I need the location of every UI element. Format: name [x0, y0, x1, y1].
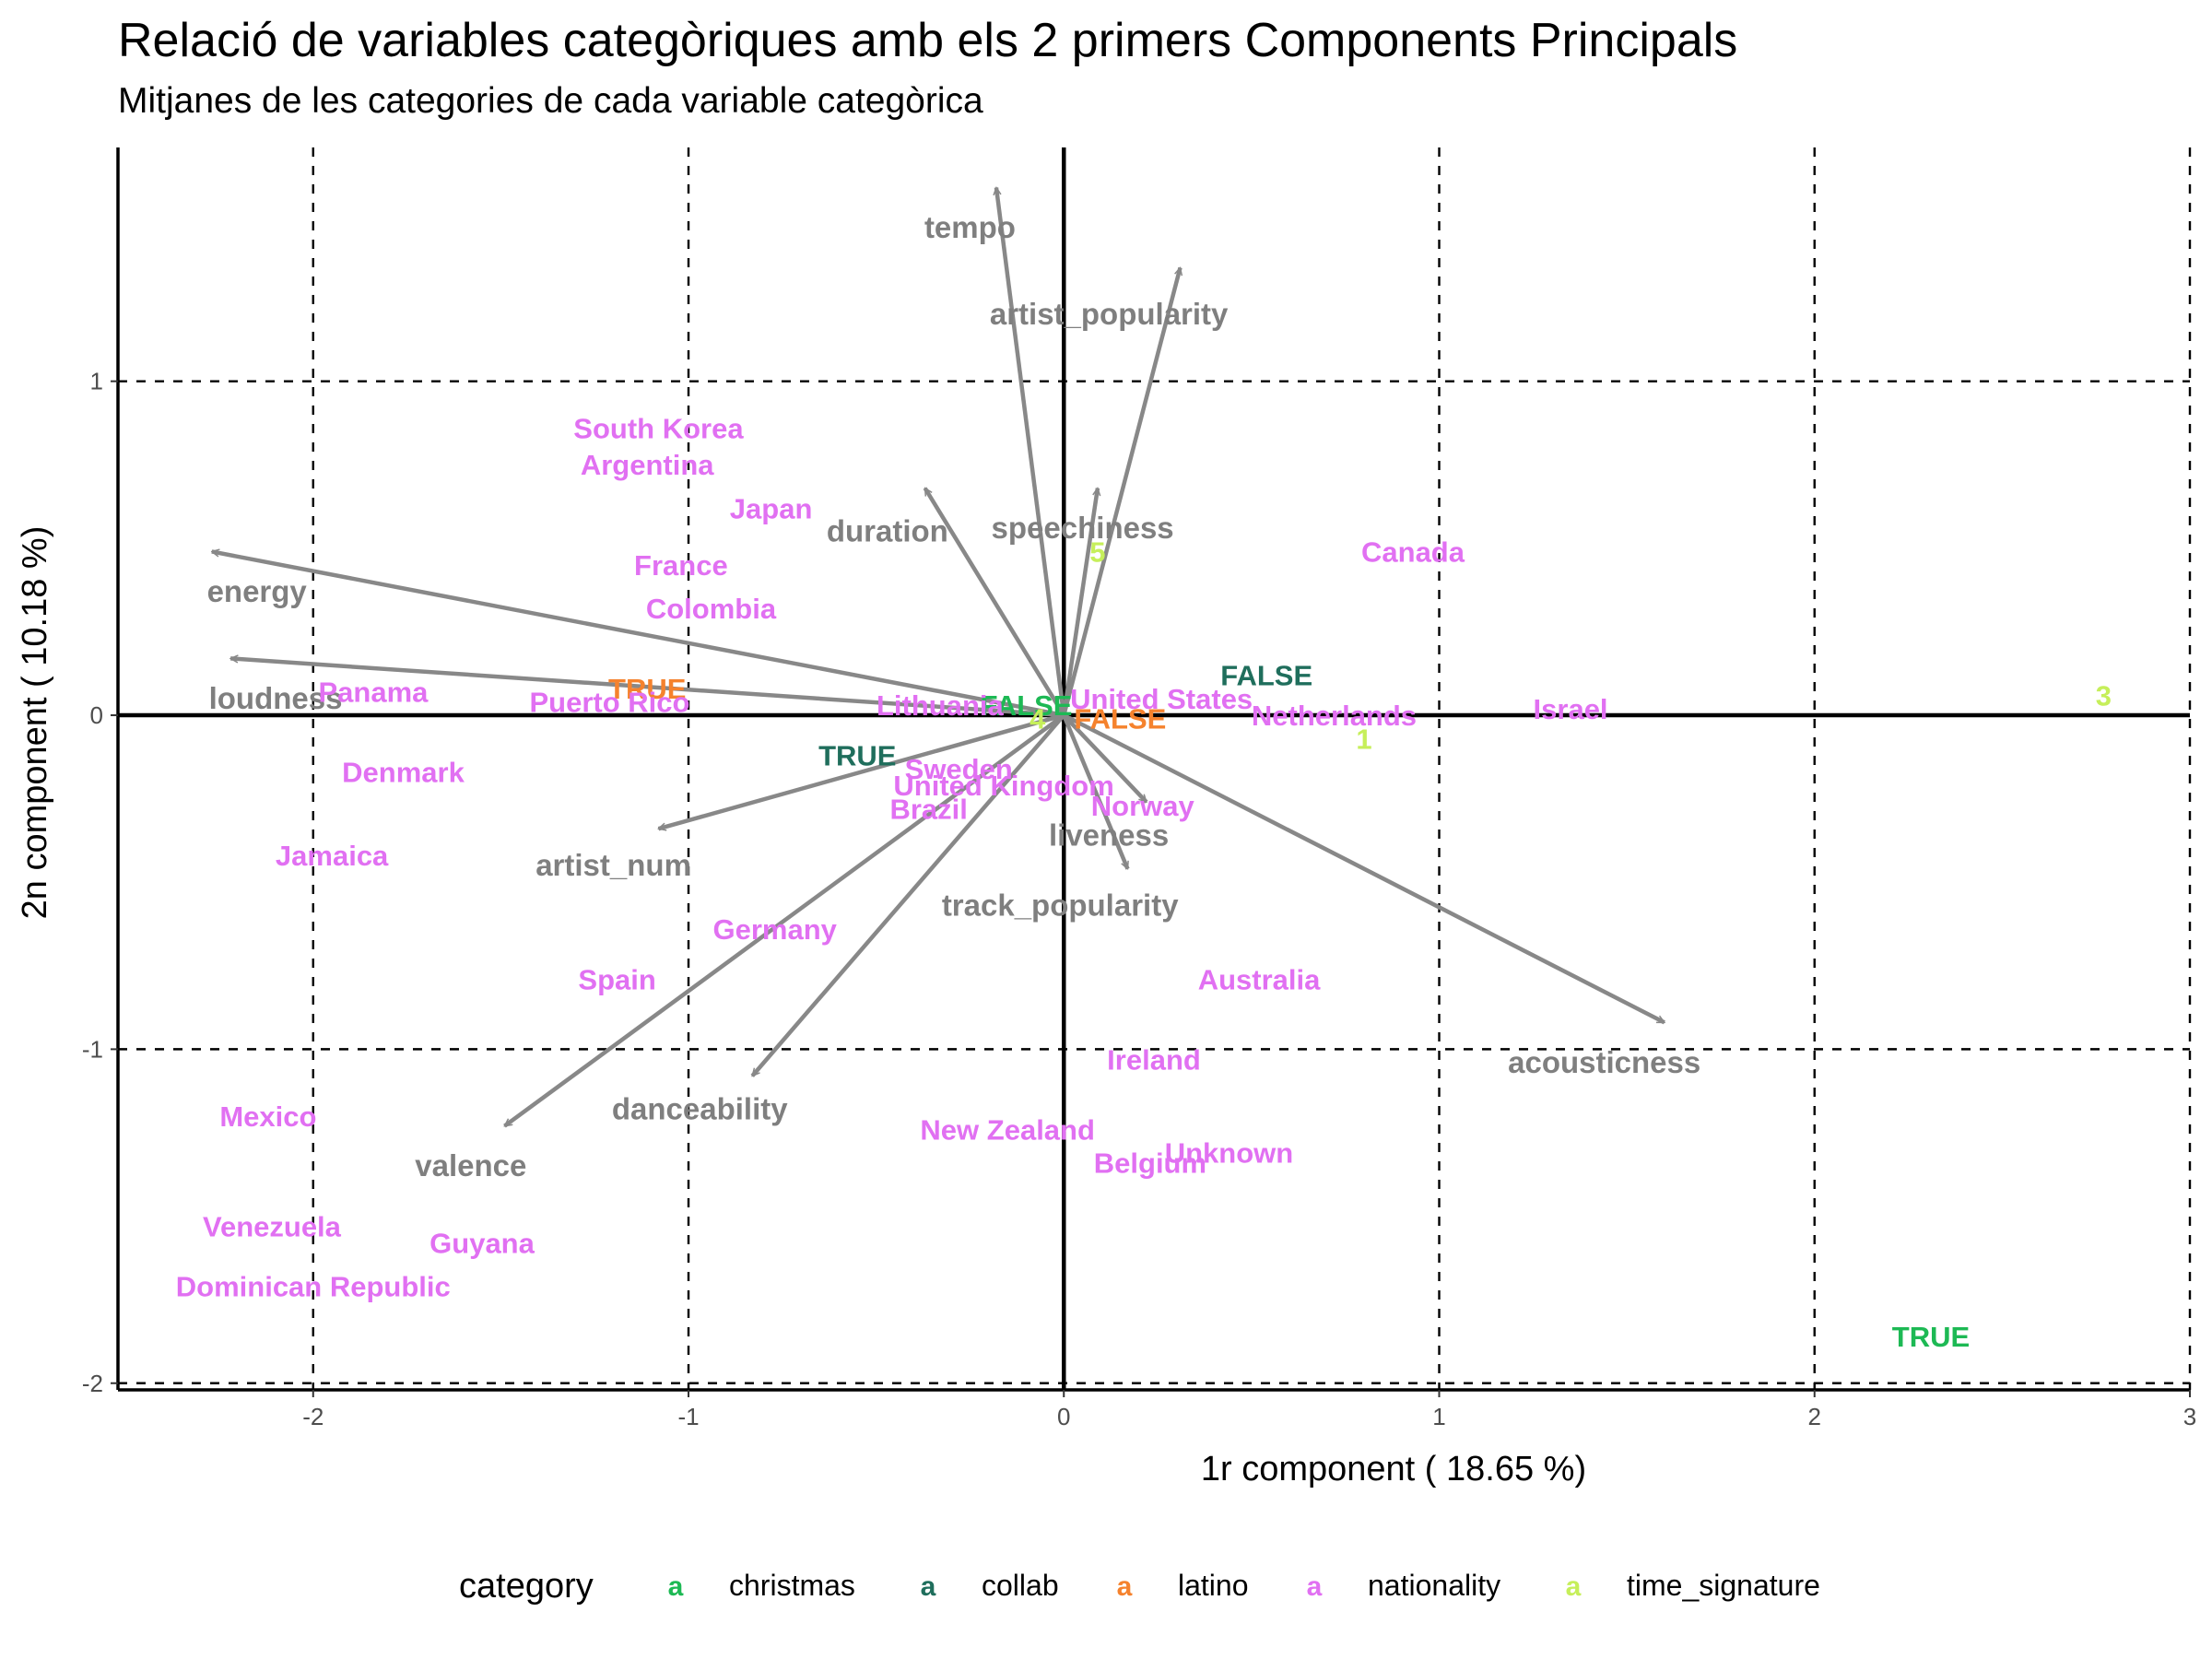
arrow-danceability [750, 713, 1065, 1077]
chart-title: Relació de variables categòriques amb el… [118, 14, 1738, 67]
point-nationality-new-zealand: New Zealand [920, 1113, 1095, 1146]
legend: category a christmas a collab a latino a nationa… [459, 1567, 1820, 1606]
arrow-label-valence: valence [415, 1148, 526, 1182]
point-nationality-canada: Canada [1361, 535, 1465, 568]
x-tick-label: 1 [1432, 1403, 1445, 1430]
y-axis-title: 2n component ( 10.18 %) [16, 526, 54, 920]
point-nationality-israel: Israel [1534, 693, 1608, 725]
point-nationality-colombia: Colombia [646, 593, 777, 625]
x-tick-label: 3 [2183, 1403, 2196, 1430]
point-nationality-puerto-rico: Puerto Rico [530, 687, 690, 719]
legend-label-collab: collab [982, 1569, 1059, 1602]
point-nationality-australia: Australia [1198, 963, 1321, 995]
arrow-tempo [996, 187, 1066, 716]
point-nationality-spain: Spain [578, 963, 655, 995]
point-nationality-mexico: Mexico [219, 1100, 316, 1133]
arrow-label-danceability: danceability [612, 1092, 788, 1126]
legend-label-latino: latino [1178, 1569, 1249, 1602]
legend-key-latino: a [1117, 1571, 1133, 1602]
arrow-label-liveness: liveness [1049, 818, 1169, 852]
point-nationality-united-kingdom: United Kingdom [893, 770, 1113, 802]
arrow-duration [923, 488, 1066, 717]
point-christmas-true: TRUE [1892, 1321, 1970, 1353]
point-nationality-argentina: Argentina [581, 449, 714, 481]
point-nationality-france: France [634, 549, 728, 582]
point-nationality-guyana: Guyana [429, 1228, 535, 1260]
legend-key-time-signature: a [1566, 1571, 1582, 1602]
point-nationality-dominican-republic: Dominican Republic [176, 1271, 451, 1303]
point-nationality-jamaica: Jamaica [276, 840, 389, 872]
point-time-signature-5: 5 [1089, 535, 1105, 568]
point-nationality-denmark: Denmark [342, 757, 465, 789]
point-latino-true: TRUE [608, 673, 686, 705]
point-nationality-venezuela: Venezuela [203, 1210, 342, 1242]
point-nationality-brazil: Brazil [889, 793, 967, 825]
y-tick-label: -2 [82, 1370, 103, 1397]
y-tick-label: 1 [90, 368, 103, 395]
arrow-label-duration: duration [827, 514, 948, 548]
x-tick-label: -1 [677, 1403, 699, 1430]
loading-arrows: tempo artist_popularity speechiness duratio… [207, 187, 1700, 1182]
point-nationality-japan: Japan [730, 492, 813, 524]
arrow-label-artist-num: artist_num [535, 848, 691, 882]
x-tick-label: 2 [1808, 1403, 1821, 1430]
point-collab-true: TRUE [818, 740, 896, 772]
y-tick-label: -1 [82, 1035, 103, 1063]
arrow-label-speechiness: speechiness [992, 511, 1174, 545]
point-time-signature-4: 4 [1030, 703, 1046, 735]
point-nationality-panama: Panama [318, 677, 429, 709]
arrow-energy [212, 551, 1065, 718]
point-nationality-sweden: Sweden [905, 753, 1013, 785]
arrow-label-energy: energy [207, 574, 308, 608]
legend-key-christmas: a [668, 1571, 684, 1602]
y-tick-label: 0 [90, 701, 103, 729]
point-christmas-false: FALSE [981, 689, 1073, 722]
arrow-label-loudness: loudness [209, 681, 343, 715]
point-nationality-belgium: Belgium [1094, 1147, 1206, 1180]
arrow-acousticness [1063, 713, 1665, 1025]
point-nationality-united-states: United States [1070, 683, 1253, 715]
arrow-valence [504, 713, 1065, 1128]
arrow-artist-popularity [1062, 267, 1180, 716]
legend-label-christmas: christmas [729, 1569, 855, 1602]
point-nationality-south-korea: South Korea [573, 412, 744, 444]
legend-label-time-signature: time_signature [1627, 1569, 1820, 1602]
arrow-label-tempo: tempo [924, 210, 1016, 244]
arrow-track-popularity [1062, 713, 1148, 804]
point-nationality-lithuania: Lithuania [877, 689, 1005, 722]
grid-lines [118, 147, 2192, 1390]
legend-title: category [459, 1567, 594, 1606]
point-nationality-netherlands: Netherlands [1252, 700, 1417, 732]
legend-key-collab: a [921, 1571, 936, 1602]
arrow-liveness [1062, 714, 1130, 869]
arrow-speechiness [1062, 488, 1098, 716]
point-nationality-unknown: Unknown [1165, 1137, 1294, 1170]
legend-label-nationality: nationality [1368, 1569, 1500, 1602]
point-latino-false: FALSE [1074, 703, 1166, 735]
point-time-signature-1: 1 [1356, 723, 1371, 755]
x-tick-label: 0 [1057, 1403, 1070, 1430]
arrow-artist-num [658, 712, 1065, 829]
point-nationality-germany: Germany [712, 913, 837, 946]
point-nationality-ireland: Ireland [1107, 1043, 1201, 1076]
arrow-label-artist-popularity: artist_popularity [990, 297, 1229, 331]
point-collab-false: FALSE [1220, 660, 1312, 692]
category-labels: FALSE TRUE FALSE TRUE TRUE FALSE South Korea Ar… [176, 412, 2112, 1353]
arrow-label-acousticness: acousticness [1508, 1045, 1700, 1079]
x-tick-label: -2 [302, 1403, 324, 1430]
axes: -2 -1 0 1 2 3 -2 -1 0 1 [82, 147, 2196, 1430]
chart-subtitle: Mitjanes de les categories de cada varia… [118, 81, 983, 121]
point-nationality-norway: Norway [1091, 790, 1195, 822]
legend-key-nationality: a [1307, 1571, 1323, 1602]
x-axis-title: 1r component ( 18.65 %) [1201, 1450, 1586, 1488]
arrow-loudness [230, 658, 1065, 718]
point-time-signature-3: 3 [2096, 679, 2112, 712]
arrow-label-track-popularity: track_popularity [942, 888, 1179, 923]
